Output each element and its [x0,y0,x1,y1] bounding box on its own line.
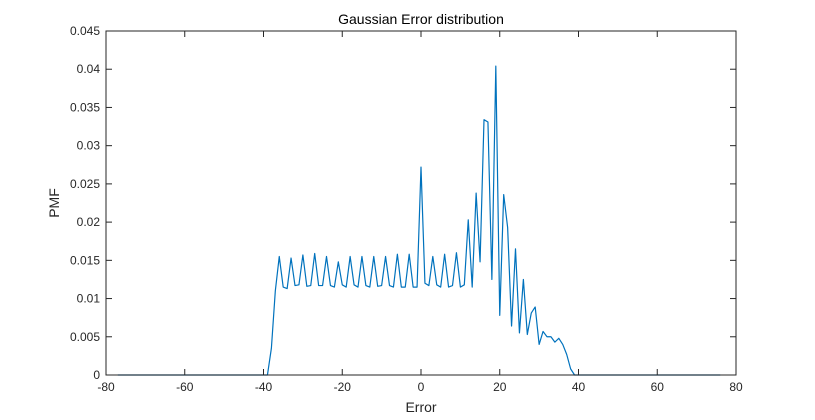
y-tick-label: 0.02 [77,215,101,229]
y-tick-label: 0.01 [77,292,101,306]
y-tick-label: 0.04 [77,62,101,76]
chart-title: Gaussian Error distribution [338,11,504,27]
x-tick-label: -40 [255,380,273,394]
x-tick-label: 40 [572,380,586,394]
y-tick-label: 0.03 [77,139,101,153]
series-line [117,65,721,376]
x-tick-label: -20 [334,380,352,394]
y-tick-label: 0.045 [70,24,100,38]
y-tick-label: 0 [93,368,100,382]
x-tick-label: -80 [97,380,115,394]
y-tick-label: 0.015 [70,253,100,267]
y-tick-label: 0.025 [70,177,100,191]
plot-area [106,31,736,375]
data-layer [117,65,721,376]
x-tick-label: 0 [418,380,425,394]
x-tick-label: -60 [176,380,194,394]
x-tick-label: 60 [651,380,665,394]
y-tick-label: 0.035 [70,100,100,114]
x-axis-label: Error [405,399,436,415]
y-axis: 0 0.005 0.01 0.015 0.02 0.025 0.03 0.035 0.04 0.0… [70,24,736,382]
y-tick-label: 0.005 [70,330,100,344]
x-axis: -80 -60 -40 -20 0 20 40 60 80 [97,31,743,394]
x-tick-label: 20 [493,380,507,394]
y-axis-label: PMF [46,188,62,218]
x-tick-label: 80 [729,380,743,394]
